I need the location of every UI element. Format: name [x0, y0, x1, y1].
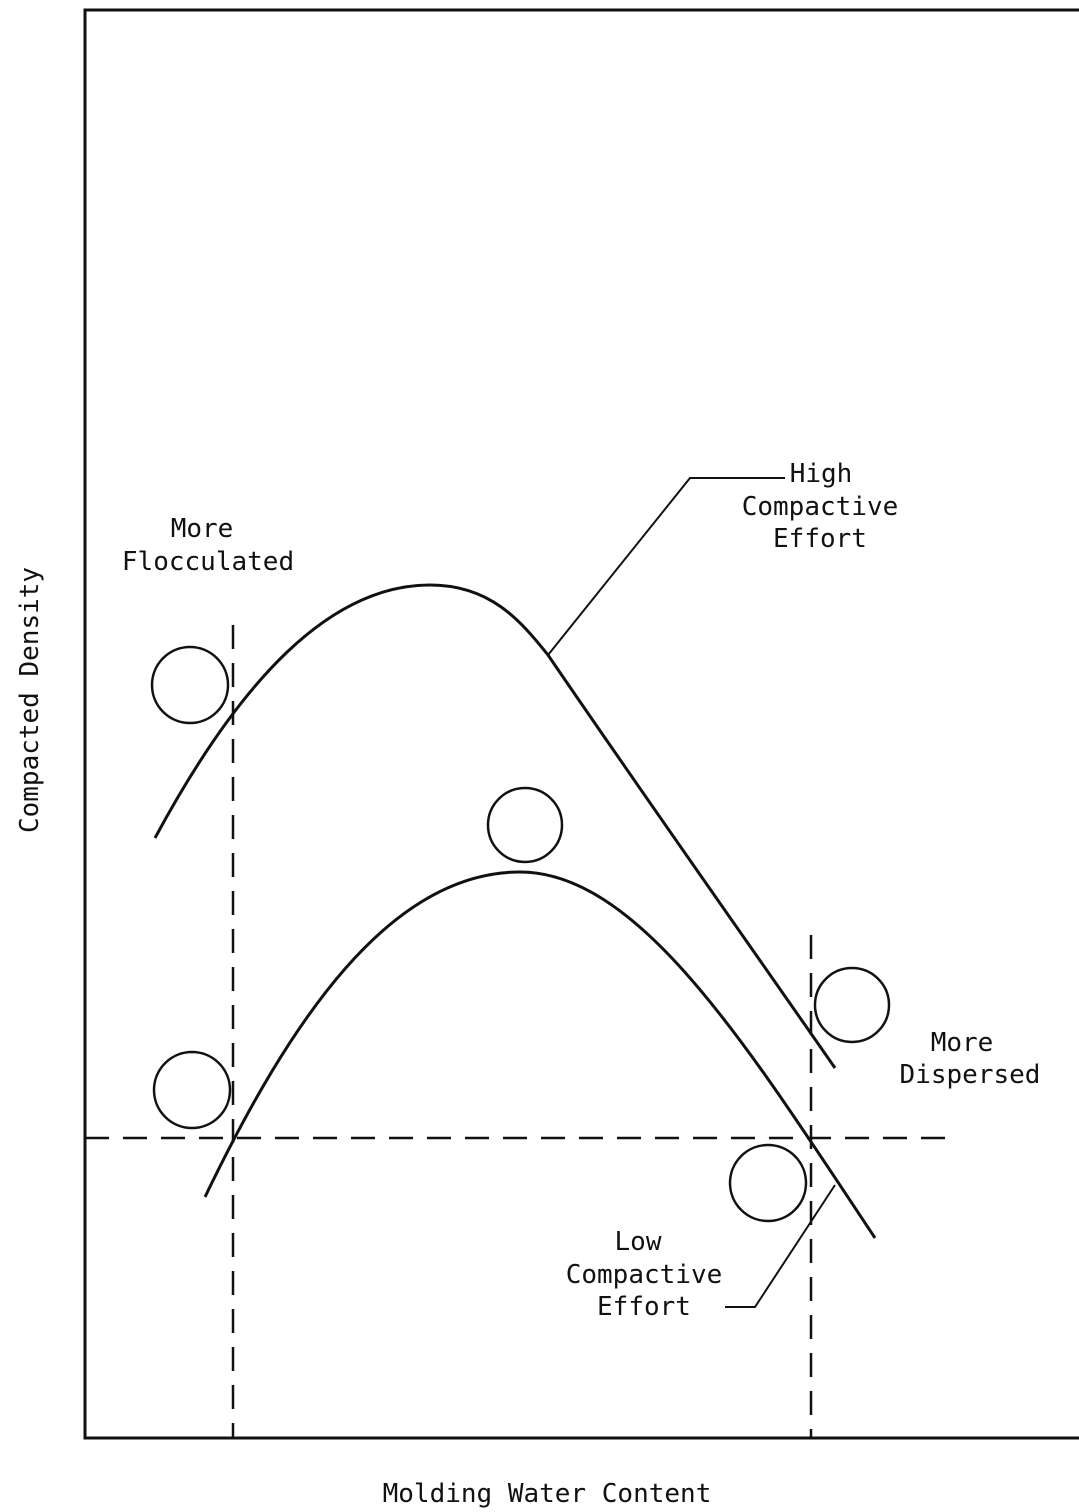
- label: More: [931, 1028, 994, 1058]
- label: Flocculated: [122, 547, 294, 577]
- label: Dispersed: [900, 1060, 1041, 1090]
- label: Low: [615, 1227, 662, 1257]
- particle-icon: [813, 966, 891, 1044]
- label: Effort: [597, 1292, 691, 1322]
- leader-line: [547, 477, 785, 656]
- label: Compactive: [742, 492, 899, 522]
- label: Effort: [773, 524, 867, 554]
- y-axis-label: Compacted Density: [15, 567, 45, 833]
- particle-icon: [152, 1050, 232, 1130]
- leader-line: [725, 1184, 836, 1308]
- particle-icon: [150, 645, 230, 725]
- particle-icon: [486, 786, 564, 864]
- particle-icon: [728, 1143, 808, 1223]
- label: Compactive: [566, 1260, 723, 1290]
- label: More: [171, 514, 234, 544]
- frame: [83, 8, 1079, 1440]
- label: High: [790, 459, 853, 489]
- x-axis-label: Molding Water Content: [383, 1479, 712, 1509]
- low-effort-curve: [203, 870, 877, 1239]
- high-effort-curve: [153, 583, 837, 1069]
